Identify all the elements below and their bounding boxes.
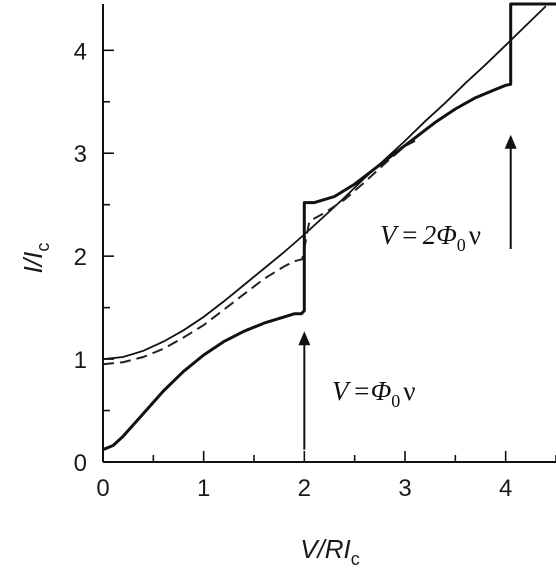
y-tick-label: 1 — [74, 347, 87, 374]
x-tick-label: 4 — [499, 475, 512, 502]
annotation-arrowhead-phi1 — [298, 331, 311, 346]
axes — [102, 4, 556, 463]
x-axis-label: V/RIc — [300, 534, 360, 569]
y-tick-label: 2 — [74, 244, 87, 271]
curves — [102, 2, 556, 451]
ticks — [102, 49, 556, 463]
arrows — [298, 134, 517, 450]
annotation-arrowhead-phi2 — [504, 134, 517, 149]
annotation-phi2: V = 2Φ0 ν — [380, 220, 481, 255]
y-tick-label: 0 — [74, 450, 87, 477]
series-dashed-line — [102, 140, 416, 366]
tick-labels: 0 1 2 3 4 0 1 2 3 4 — [74, 38, 513, 502]
series-thick-solid-line — [102, 2, 556, 451]
annotation-phi1: V =Φ0 ν — [332, 376, 416, 411]
x-tick-label: 0 — [96, 475, 109, 502]
x-tick-label: 3 — [398, 475, 411, 502]
y-tick-label: 3 — [74, 141, 87, 168]
y-tick-label: 4 — [74, 38, 87, 65]
x-tick-label: 1 — [197, 475, 210, 502]
series-thin-solid-line — [102, 5, 547, 360]
y-axis-label: I/Ic — [18, 243, 53, 274]
x-tick-label: 2 — [298, 475, 311, 502]
